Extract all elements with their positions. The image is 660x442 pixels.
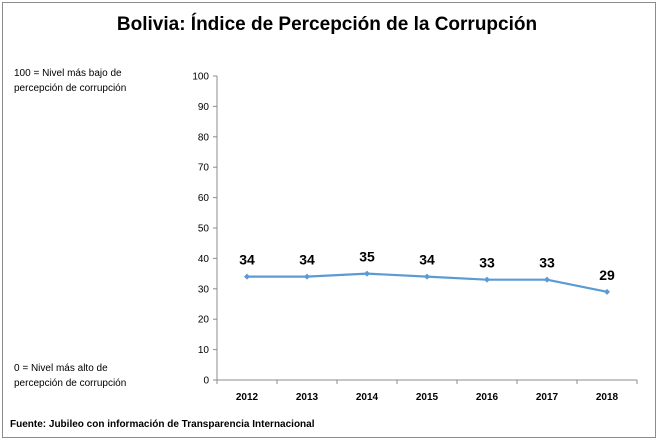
source-note: Fuente: Jubileo con información de Trans… [10,419,315,430]
x-tick-label: 2015 [416,392,439,403]
data-label: 34 [419,252,435,268]
data-label: 33 [539,255,555,271]
data-point [304,273,310,280]
chart-frame [2,2,656,438]
y-tick-label: 30 [198,284,210,295]
data-label: 34 [299,252,315,268]
data-label: 33 [479,255,495,271]
data-point [604,288,610,295]
x-tick-label: 2012 [236,392,259,403]
data-point [484,276,490,283]
bottom-scale-note: 0 = Nivel más alto de percepción de corr… [14,361,126,391]
y-tick-label: 80 [198,132,210,143]
data-point [424,273,430,280]
y-tick-label: 40 [198,254,210,265]
top-scale-note: 100 = Nivel más bajo de percepción de co… [14,66,126,96]
x-tick-label: 2016 [476,392,499,403]
y-tick-label: 60 [198,193,210,204]
bottom-scale-note-line1: 0 = Nivel más alto de [14,363,108,374]
y-tick-label: 10 [198,345,210,356]
data-label: 35 [359,249,375,265]
data-label: 34 [239,252,255,268]
x-tick-label: 2014 [356,392,379,403]
data-point [544,276,550,283]
x-tick-label: 2013 [296,392,319,403]
bottom-scale-note-line2: percepción de corrupción [14,378,127,389]
y-tick-label: 50 [198,224,210,235]
x-tick-label: 2018 [596,392,619,403]
y-tick-label: 100 [192,72,209,83]
top-scale-note-line2: percepción de corrupción [14,83,127,94]
y-tick-label: 90 [198,102,210,113]
y-tick-label: 70 [198,163,210,174]
top-scale-note-line1: 100 = Nivel más bajo de [14,68,122,79]
data-label: 29 [599,267,615,283]
y-tick-label: 20 [198,315,210,326]
chart-title: Bolivia: Índice de Percepción de la Corr… [116,14,538,35]
data-point [244,273,250,280]
y-tick-label: 0 [203,376,209,387]
x-tick-label: 2017 [536,392,559,403]
data-point [364,270,370,277]
